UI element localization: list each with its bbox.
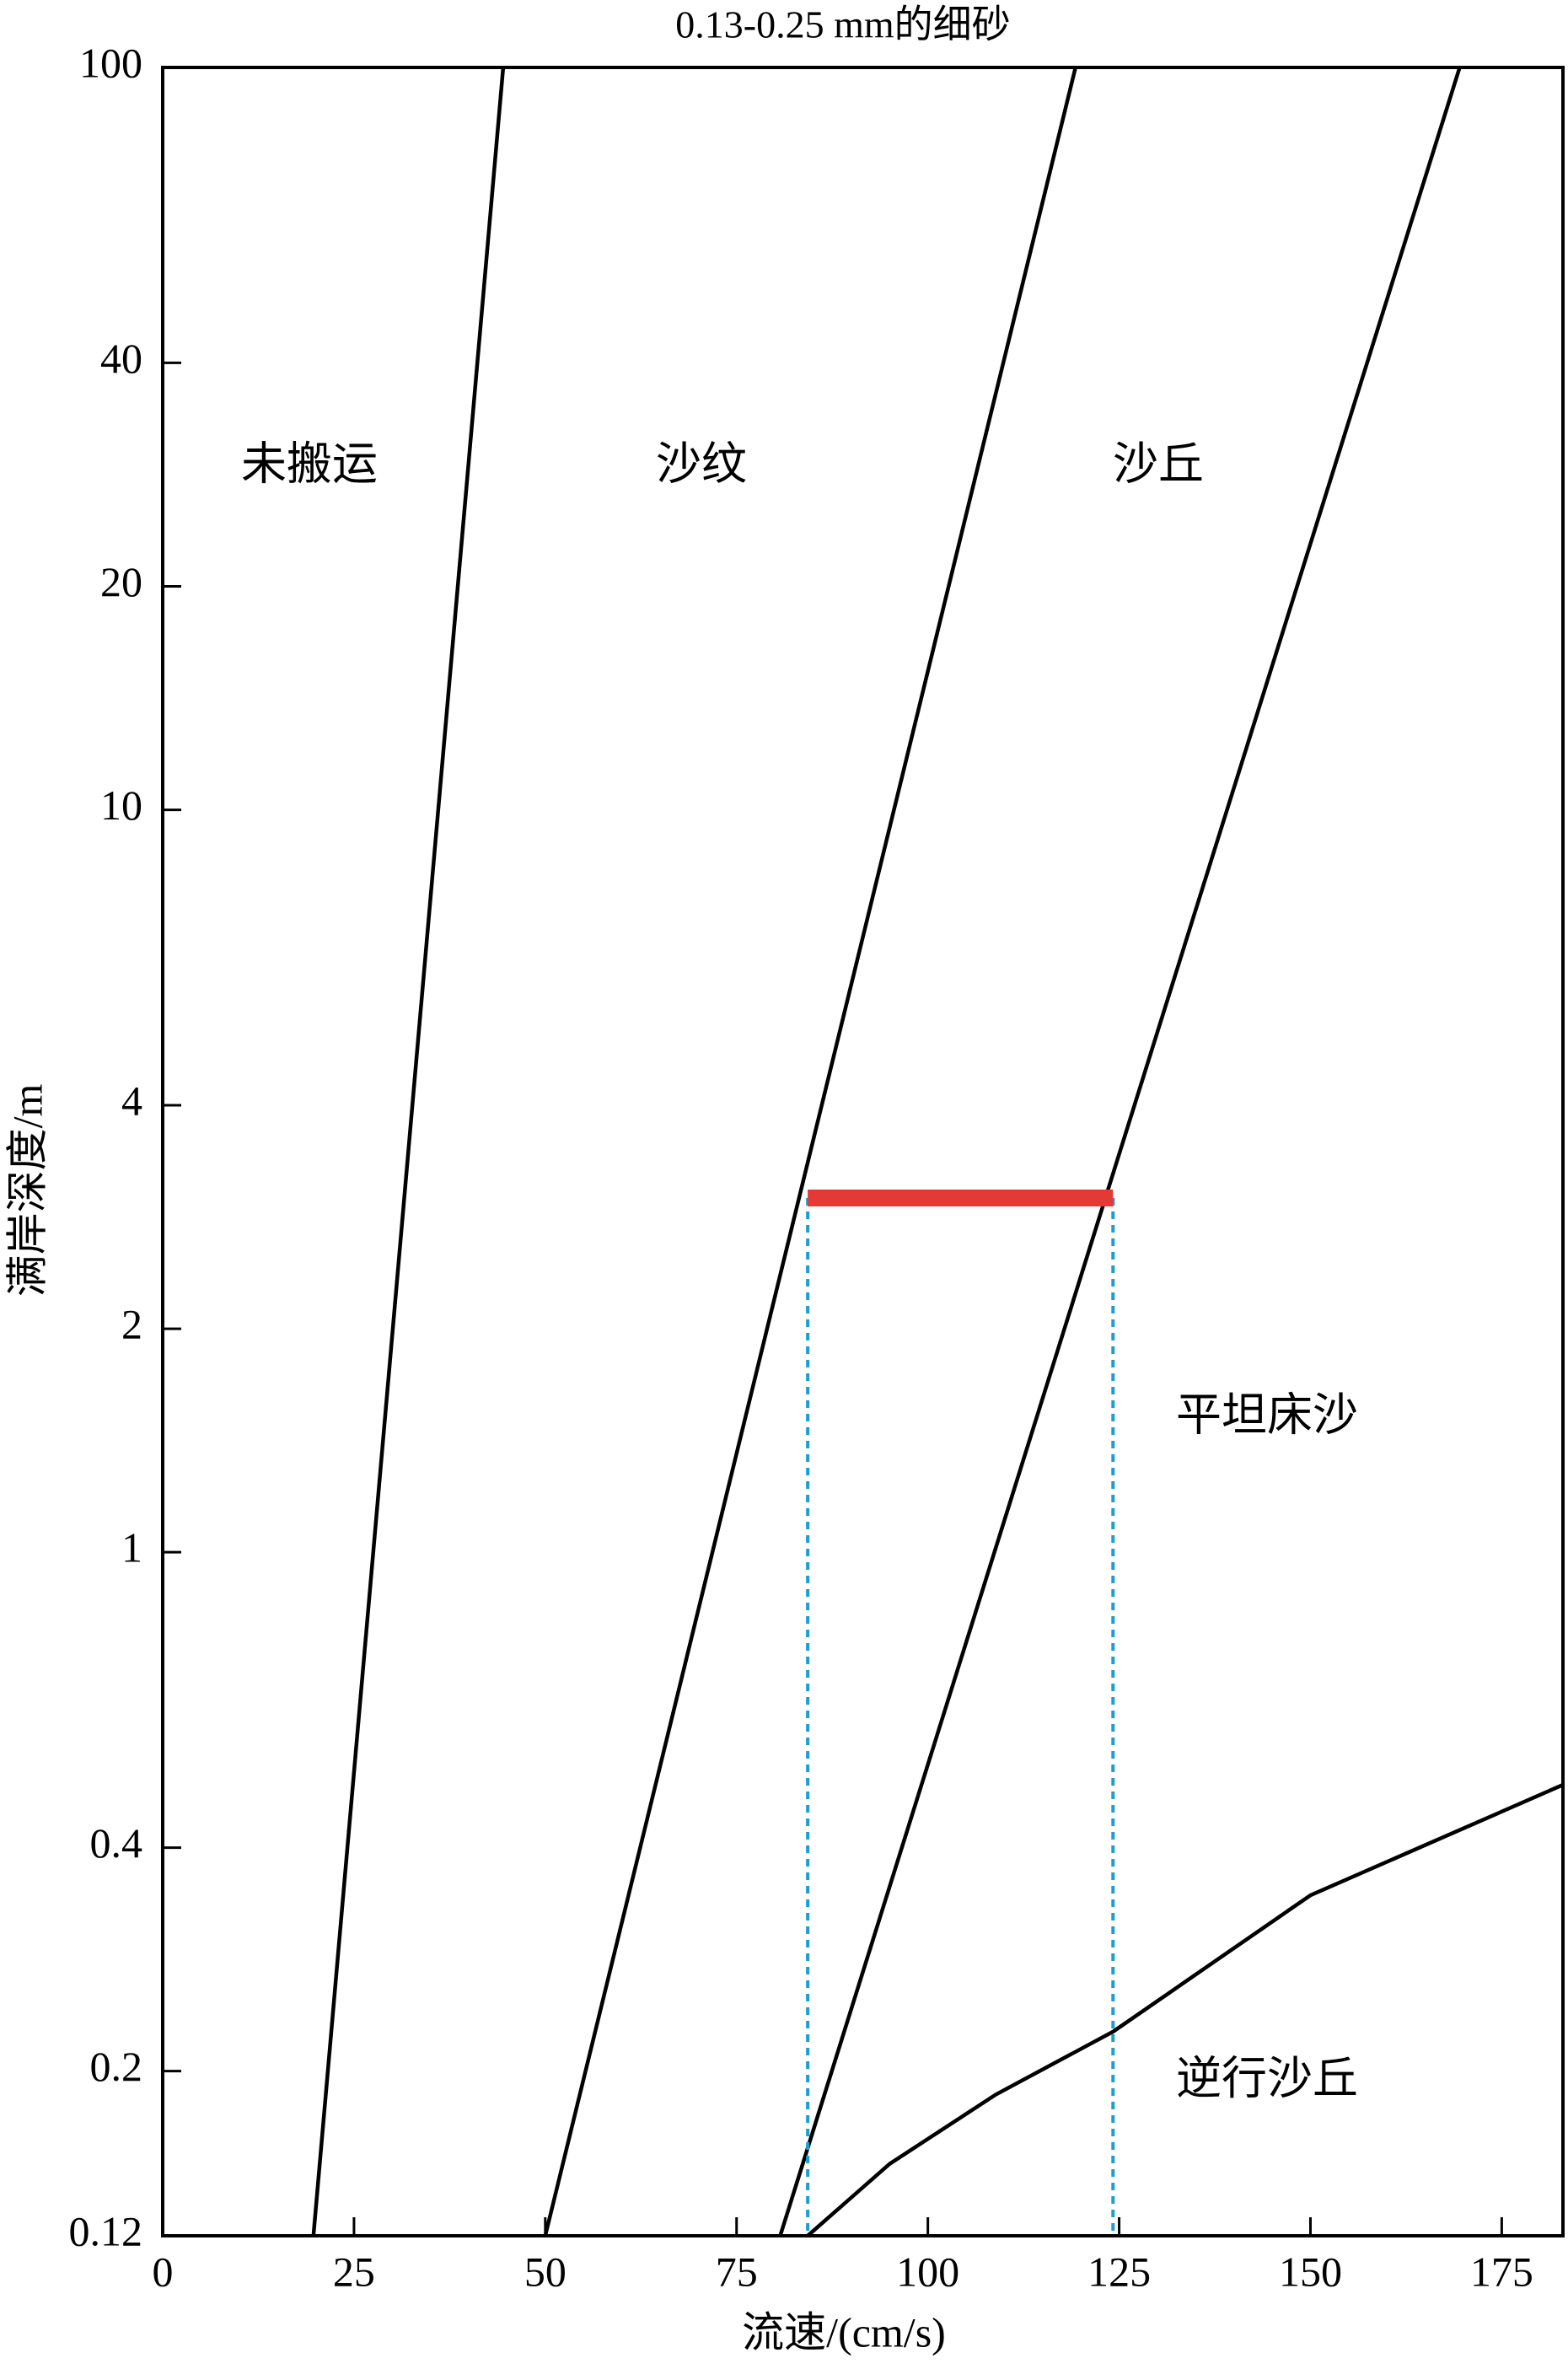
x-tick-label: 175	[1470, 2248, 1533, 2295]
y-tick-label: 0.12	[69, 2207, 143, 2254]
boundary-line	[806, 1783, 1564, 2237]
annotation: 沙纹	[656, 438, 747, 491]
y-tick-label: 0.2	[90, 2043, 143, 2090]
y-tick-label: 10	[100, 782, 142, 829]
x-tick-label: 50	[524, 2248, 567, 2295]
annotation: 逆行沙丘	[1176, 2052, 1358, 2105]
y-tick-label: 1	[121, 1524, 142, 1571]
plot-frame	[161, 66, 1565, 2237]
y-tick-label: 0.4	[90, 1819, 143, 1867]
chart-title: 0.13-0.25 mm的细砂	[675, 3, 1010, 46]
annotation: 平坦床沙	[1176, 1389, 1358, 1442]
x-tick-label: 75	[716, 2248, 758, 2295]
annotation: 未搬运	[241, 438, 378, 491]
y-axis-label: 满岸深度/m	[3, 1084, 51, 1297]
boundary-line	[778, 67, 1462, 2237]
y-tick-label: 4	[121, 1077, 142, 1124]
y-tick-label: 2	[121, 1301, 142, 1348]
x-tick-label: 0	[153, 2248, 174, 2295]
boundary-line	[543, 67, 1077, 2237]
y-tick-label: 100	[79, 39, 142, 86]
boundary-line	[311, 67, 506, 2237]
x-tick-label: 125	[1087, 2248, 1151, 2295]
y-tick-label: 40	[100, 335, 142, 382]
x-tick-label: 150	[1279, 2248, 1342, 2295]
x-tick-label: 100	[896, 2248, 959, 2295]
annotation: 沙丘	[1113, 438, 1204, 491]
x-axis-label: 流速/(cm/s)	[742, 2308, 946, 2356]
x-tick-label: 25	[333, 2248, 375, 2295]
y-tick-label: 20	[100, 558, 142, 605]
